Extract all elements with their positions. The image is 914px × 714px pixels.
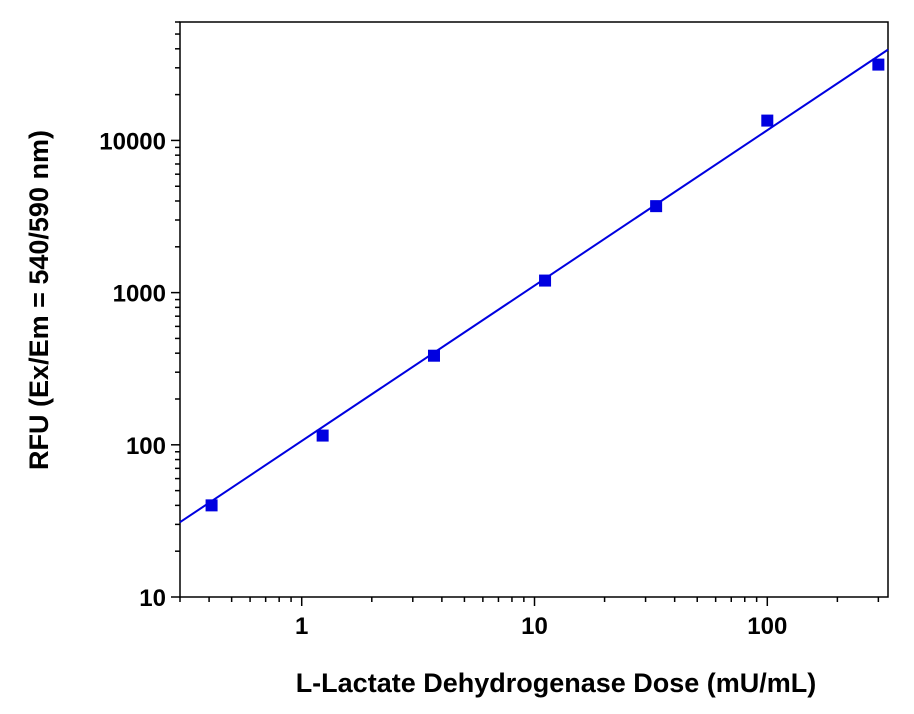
data-point xyxy=(650,200,663,213)
fit-line xyxy=(179,48,889,524)
data-point xyxy=(761,114,774,127)
y-tick-label: 1000 xyxy=(113,281,166,308)
x-tick-label: 100 xyxy=(747,613,787,640)
y-axis-title: RFU (Ex/Em = 540/590 nm) xyxy=(24,130,54,470)
data-points xyxy=(205,58,885,512)
y-axis: 10 100 1000 10000 xyxy=(99,21,180,612)
plot-border xyxy=(179,21,889,598)
x-axis-title: L-Lactate Dehydrogenase Dose (mU/mL) xyxy=(296,668,817,698)
y-tick-label: 100 xyxy=(126,433,166,460)
plot-frame xyxy=(179,21,889,598)
data-point xyxy=(205,499,218,512)
fit-line-path xyxy=(179,48,889,524)
data-point xyxy=(539,274,552,287)
x-tick-label: 10 xyxy=(521,613,548,640)
y-tick-label: 10 xyxy=(139,585,166,612)
y-tick-label: 10000 xyxy=(99,128,166,155)
data-point xyxy=(872,58,885,71)
data-point xyxy=(427,349,440,362)
data-point xyxy=(316,429,329,442)
x-tick-label: 1 xyxy=(295,613,308,640)
x-axis: 1 10 100 xyxy=(179,597,880,640)
